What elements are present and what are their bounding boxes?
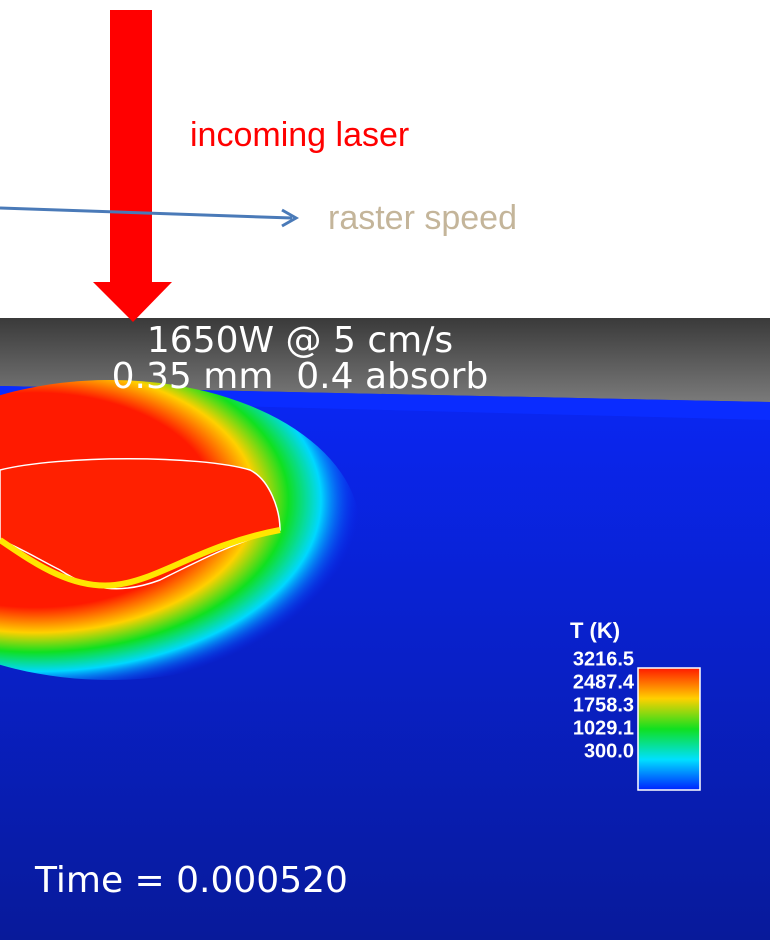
raster-label: raster speed: [328, 199, 517, 237]
legend-title: T (K): [570, 618, 620, 643]
legend-label: 3216.5: [573, 648, 634, 670]
laser-label: incoming laser: [190, 116, 409, 154]
legend-label: 2487.4: [573, 671, 635, 693]
legend-label: 1029.1: [573, 717, 634, 739]
params-line-1: 1650W @ 5 cm/s: [147, 320, 453, 361]
legend-label: 1758.3: [573, 694, 634, 716]
laser-head: [93, 282, 172, 322]
melt-pool-edge: [0, 527, 281, 589]
colorbar: [637, 667, 701, 791]
raster-arrow-head: [281, 208, 300, 228]
raster-arrow: [0, 206, 293, 220]
laser-shaft: [110, 10, 152, 285]
top-band: [0, 318, 770, 402]
legend-label: 300.0: [584, 740, 634, 762]
time-label: Time = 0.000520: [34, 860, 348, 901]
params-line-2: 0.35 mm 0.4 absorb: [112, 356, 489, 397]
